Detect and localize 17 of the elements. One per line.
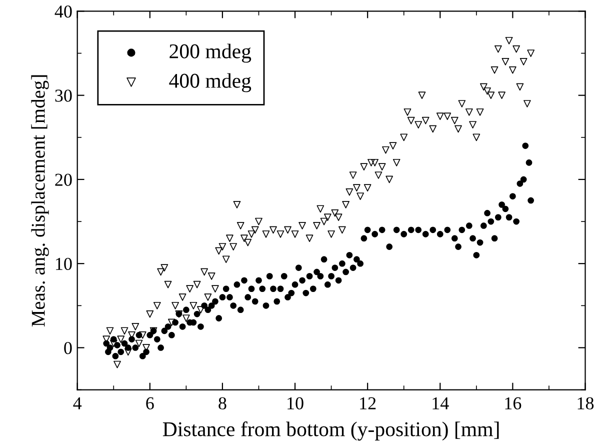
legend-label: 400 mdeg: [169, 73, 252, 92]
x-tick-label: 10: [288, 397, 304, 410]
y-tick-label: 20: [55, 174, 72, 186]
y-tick-label: 0: [64, 342, 72, 354]
y-tick-label: 30: [55, 90, 72, 102]
x-tick-label: 6: [146, 397, 154, 410]
x-axis-title: Distance from bottom (y-position) [mm]: [162, 421, 499, 441]
y-tick-label: 40: [54, 5, 72, 18]
x-tick-label: 14: [432, 397, 449, 410]
x-tick-label: 4: [73, 397, 82, 410]
x-tick-label: 16: [505, 397, 522, 410]
y-axis-title: Meas. ang. displacement [mdeg]: [31, 75, 49, 327]
x-tick-label: 18: [578, 397, 594, 410]
legend-label: 200 mdeg: [170, 44, 252, 63]
y-tick-label: 10: [56, 258, 72, 270]
x-tick-label: 12: [360, 397, 376, 410]
x-tick-label: 8: [218, 397, 226, 410]
